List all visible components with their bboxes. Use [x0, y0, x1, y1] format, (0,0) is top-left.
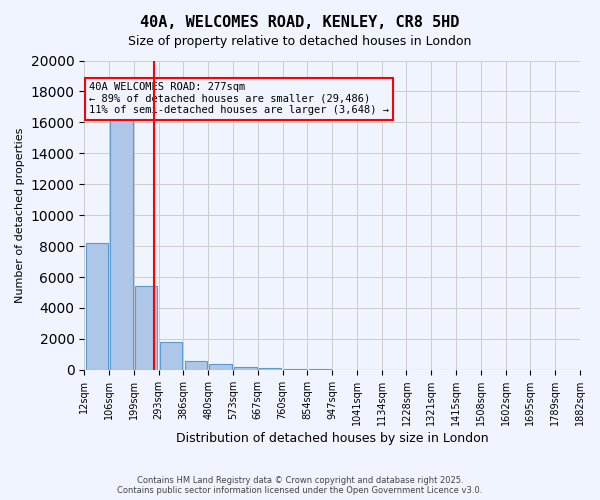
Text: Size of property relative to detached houses in London: Size of property relative to detached ho… [128, 35, 472, 48]
X-axis label: Distribution of detached houses by size in London: Distribution of detached houses by size … [176, 432, 488, 445]
Bar [284, 369, 306, 370]
Y-axis label: Number of detached properties: Number of detached properties [15, 128, 25, 303]
Bar [86, 243, 108, 370]
Bar [110, 113, 133, 370]
Text: 40A WELCOMES ROAD: 277sqm
← 89% of detached houses are smaller (29,486)
11% of s: 40A WELCOMES ROAD: 277sqm ← 89% of detac… [89, 82, 389, 116]
Bar [185, 360, 207, 370]
Bar [259, 368, 281, 370]
Bar [234, 367, 257, 370]
Bar [135, 286, 157, 370]
Bar [209, 364, 232, 370]
Text: Contains HM Land Registry data © Crown copyright and database right 2025.
Contai: Contains HM Land Registry data © Crown c… [118, 476, 482, 495]
Bar [160, 342, 182, 370]
Text: 40A, WELCOMES ROAD, KENLEY, CR8 5HD: 40A, WELCOMES ROAD, KENLEY, CR8 5HD [140, 15, 460, 30]
